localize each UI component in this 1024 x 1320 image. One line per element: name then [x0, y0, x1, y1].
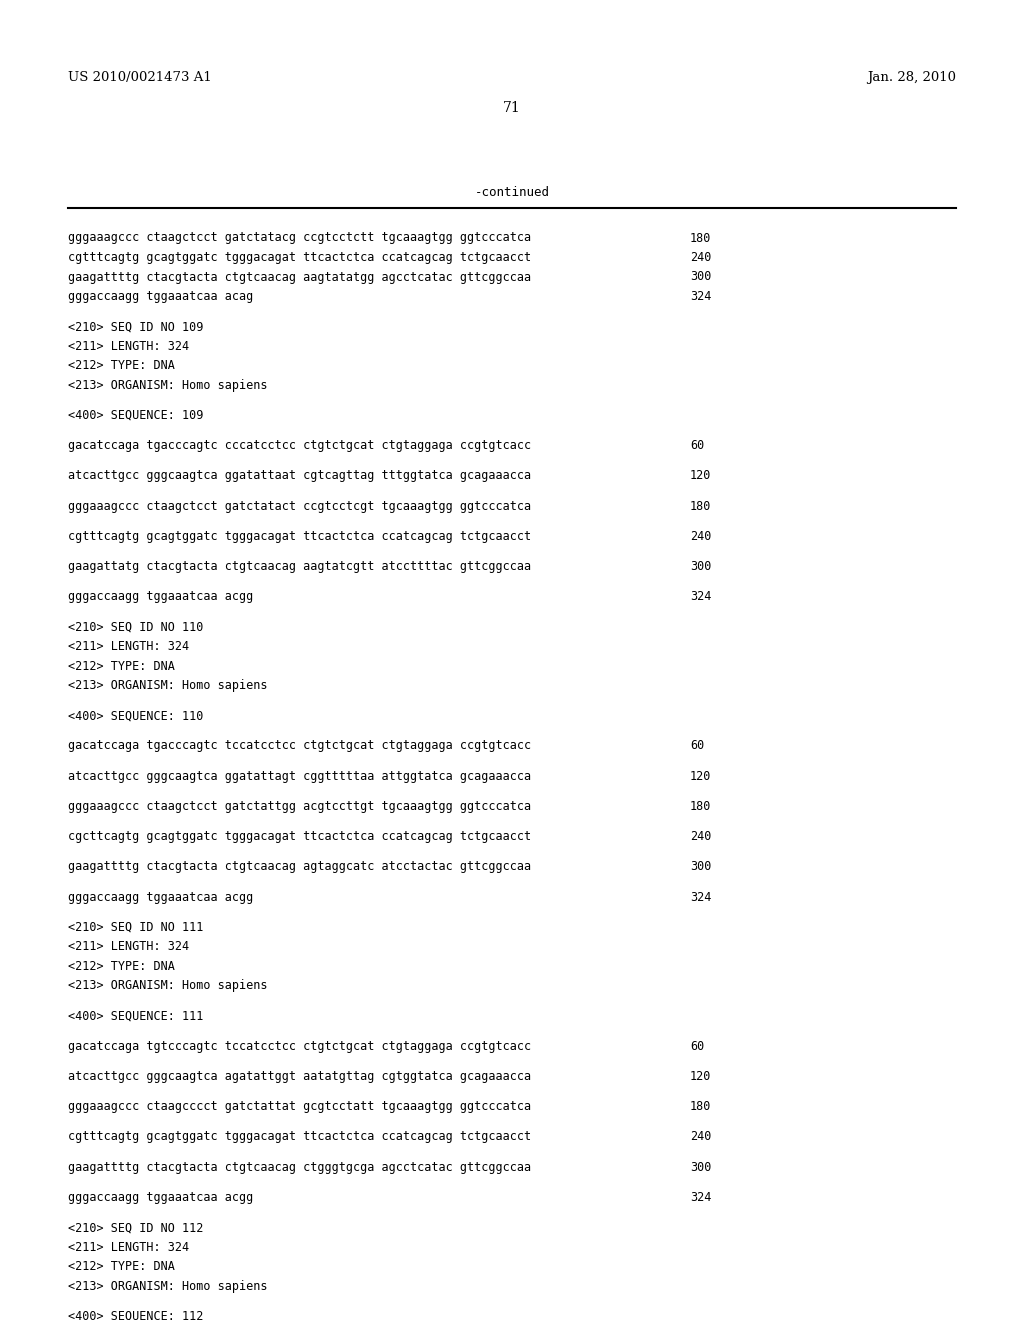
Text: <211> LENGTH: 324: <211> LENGTH: 324: [68, 339, 189, 352]
Text: 240: 240: [690, 1130, 712, 1143]
Text: 324: 324: [690, 1191, 712, 1204]
Text: 60: 60: [690, 739, 705, 752]
Text: cgtttcagtg gcagtggatc tgggacagat ttcactctca ccatcagcag tctgcaacct: cgtttcagtg gcagtggatc tgggacagat ttcactc…: [68, 529, 531, 543]
Text: 300: 300: [690, 861, 712, 874]
Text: gacatccaga tgacccagtc tccatcctcc ctgtctgcat ctgtaggaga ccgtgtcacc: gacatccaga tgacccagtc tccatcctcc ctgtctg…: [68, 739, 531, 752]
Text: <212> TYPE: DNA: <212> TYPE: DNA: [68, 960, 175, 973]
Text: 180: 180: [690, 800, 712, 813]
Text: 240: 240: [690, 529, 712, 543]
Text: -continued: -continued: [474, 186, 550, 199]
Text: cgcttcagtg gcagtggatc tgggacagat ttcactctca ccatcagcag tctgcaacct: cgcttcagtg gcagtggatc tgggacagat ttcactc…: [68, 830, 531, 843]
Text: atcacttgcc gggcaagtca ggatattaat cgtcagttag tttggtatca gcagaaacca: atcacttgcc gggcaagtca ggatattaat cgtcagt…: [68, 470, 531, 482]
Text: <400> SEQUENCE: 109: <400> SEQUENCE: 109: [68, 409, 204, 422]
Text: <400> SEQUENCE: 110: <400> SEQUENCE: 110: [68, 709, 204, 722]
Text: <400> SEQUENCE: 111: <400> SEQUENCE: 111: [68, 1010, 204, 1023]
Text: gggaaagccc ctaagctcct gatctatacg ccgtcctctt tgcaaagtgg ggtcccatca: gggaaagccc ctaagctcct gatctatacg ccgtcct…: [68, 231, 531, 244]
Text: US 2010/0021473 A1: US 2010/0021473 A1: [68, 71, 212, 84]
Text: 60: 60: [690, 1040, 705, 1053]
Text: gggaccaagg tggaaatcaa acag: gggaccaagg tggaaatcaa acag: [68, 290, 253, 304]
Text: <210> SEQ ID NO 109: <210> SEQ ID NO 109: [68, 321, 204, 333]
Text: 120: 120: [690, 770, 712, 783]
Text: <213> ORGANISM: Homo sapiens: <213> ORGANISM: Homo sapiens: [68, 379, 267, 392]
Text: 324: 324: [690, 290, 712, 304]
Text: gggaaagccc ctaagctcct gatctattgg acgtccttgt tgcaaagtgg ggtcccatca: gggaaagccc ctaagctcct gatctattgg acgtcct…: [68, 800, 531, 813]
Text: 120: 120: [690, 470, 712, 482]
Text: gggaccaagg tggaaatcaa acgg: gggaccaagg tggaaatcaa acgg: [68, 590, 253, 603]
Text: gggaccaagg tggaaatcaa acgg: gggaccaagg tggaaatcaa acgg: [68, 891, 253, 904]
Text: gaagattatg ctacgtacta ctgtcaacag aagtatcgtt atccttttac gttcggccaa: gaagattatg ctacgtacta ctgtcaacag aagtatc…: [68, 560, 531, 573]
Text: <212> TYPE: DNA: <212> TYPE: DNA: [68, 359, 175, 372]
Text: <213> ORGANISM: Homo sapiens: <213> ORGANISM: Homo sapiens: [68, 979, 267, 993]
Text: <213> ORGANISM: Homo sapiens: <213> ORGANISM: Homo sapiens: [68, 678, 267, 692]
Text: <210> SEQ ID NO 111: <210> SEQ ID NO 111: [68, 921, 204, 933]
Text: 120: 120: [690, 1071, 712, 1082]
Text: gaagattttg ctacgtacta ctgtcaacag ctgggtgcga agcctcatac gttcggccaa: gaagattttg ctacgtacta ctgtcaacag ctgggtg…: [68, 1160, 531, 1173]
Text: <213> ORGANISM: Homo sapiens: <213> ORGANISM: Homo sapiens: [68, 1279, 267, 1292]
Text: gaagattttg ctacgtacta ctgtcaacag aagtatatgg agcctcatac gttcggccaa: gaagattttg ctacgtacta ctgtcaacag aagtata…: [68, 271, 531, 284]
Text: atcacttgcc gggcaagtca ggatattagt cggtttttaa attggtatca gcagaaacca: atcacttgcc gggcaagtca ggatattagt cggtttt…: [68, 770, 531, 783]
Text: gacatccaga tgtcccagtc tccatcctcc ctgtctgcat ctgtaggaga ccgtgtcacc: gacatccaga tgtcccagtc tccatcctcc ctgtctg…: [68, 1040, 531, 1053]
Text: <212> TYPE: DNA: <212> TYPE: DNA: [68, 660, 175, 672]
Text: <210> SEQ ID NO 112: <210> SEQ ID NO 112: [68, 1221, 204, 1234]
Text: <211> LENGTH: 324: <211> LENGTH: 324: [68, 640, 189, 653]
Text: 300: 300: [690, 1160, 712, 1173]
Text: <400> SEQUENCE: 112: <400> SEQUENCE: 112: [68, 1309, 204, 1320]
Text: 324: 324: [690, 891, 712, 904]
Text: <211> LENGTH: 324: <211> LENGTH: 324: [68, 940, 189, 953]
Text: cgtttcagtg gcagtggatc tgggacagat ttcactctca ccatcagcag tctgcaacct: cgtttcagtg gcagtggatc tgggacagat ttcactc…: [68, 1130, 531, 1143]
Text: <212> TYPE: DNA: <212> TYPE: DNA: [68, 1261, 175, 1272]
Text: 180: 180: [690, 231, 712, 244]
Text: 300: 300: [690, 271, 712, 284]
Text: Jan. 28, 2010: Jan. 28, 2010: [867, 71, 956, 84]
Text: gacatccaga tgacccagtc cccatcctcc ctgtctgcat ctgtaggaga ccgtgtcacc: gacatccaga tgacccagtc cccatcctcc ctgtctg…: [68, 440, 531, 453]
Text: 180: 180: [690, 1101, 712, 1113]
Text: 324: 324: [690, 590, 712, 603]
Text: gggaaagccc ctaagcccct gatctattat gcgtcctatt tgcaaagtgg ggtcccatca: gggaaagccc ctaagcccct gatctattat gcgtcct…: [68, 1101, 531, 1113]
Text: gaagattttg ctacgtacta ctgtcaacag agtaggcatc atcctactac gttcggccaa: gaagattttg ctacgtacta ctgtcaacag agtaggc…: [68, 861, 531, 874]
Text: <210> SEQ ID NO 110: <210> SEQ ID NO 110: [68, 620, 204, 634]
Text: atcacttgcc gggcaagtca agatattggt aatatgttag cgtggtatca gcagaaacca: atcacttgcc gggcaagtca agatattggt aatatgt…: [68, 1071, 531, 1082]
Text: 71: 71: [503, 102, 521, 115]
Text: gggaccaagg tggaaatcaa acgg: gggaccaagg tggaaatcaa acgg: [68, 1191, 253, 1204]
Text: 240: 240: [690, 830, 712, 843]
Text: 60: 60: [690, 440, 705, 453]
Text: gggaaagccc ctaagctcct gatctatact ccgtcctcgt tgcaaagtgg ggtcccatca: gggaaagccc ctaagctcct gatctatact ccgtcct…: [68, 500, 531, 512]
Text: 180: 180: [690, 500, 712, 512]
Text: 300: 300: [690, 560, 712, 573]
Text: cgtttcagtg gcagtggatc tgggacagat ttcactctca ccatcagcag tctgcaacct: cgtttcagtg gcagtggatc tgggacagat ttcactc…: [68, 251, 531, 264]
Text: <211> LENGTH: 324: <211> LENGTH: 324: [68, 1241, 189, 1254]
Text: 240: 240: [690, 251, 712, 264]
